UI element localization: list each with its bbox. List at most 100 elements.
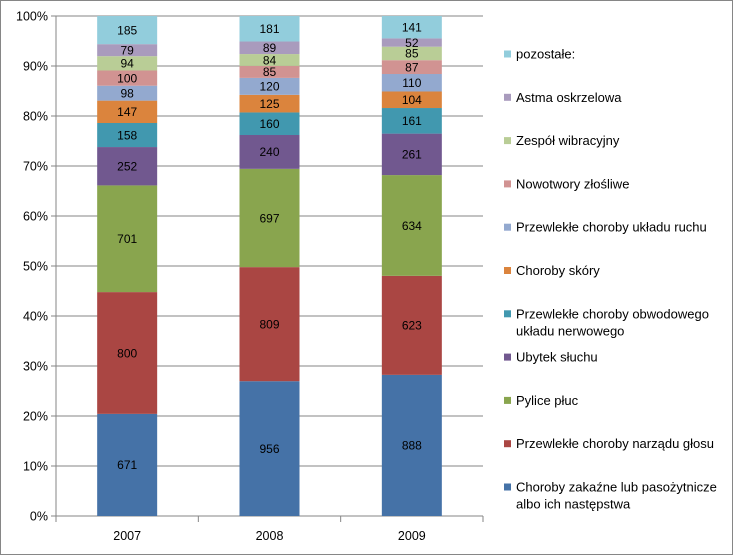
data-label: 161 (402, 114, 422, 128)
bar-segment (239, 41, 300, 55)
bar-segment (381, 91, 442, 109)
bar-segment (381, 16, 442, 39)
legend-label: Zespół wibracyjny (516, 133, 620, 148)
legend-swatch (504, 483, 511, 491)
bar-segment (97, 413, 158, 516)
y-tick-label: 90% (23, 60, 48, 74)
legend-label: Przewlekłe choroby narządu głosu (516, 436, 714, 451)
data-label: 100 (117, 71, 137, 85)
legend-label: Choroby skóry (516, 263, 600, 278)
y-tick-label: 0% (30, 510, 48, 524)
legend-label: Ubytek słuchu (516, 350, 598, 365)
y-tick-label: 60% (23, 210, 48, 224)
data-label: 185 (117, 23, 137, 37)
data-label: 110 (402, 76, 421, 90)
y-tick-label: 30% (23, 360, 48, 374)
bar-segment (97, 147, 158, 186)
legend-swatch (504, 353, 511, 361)
data-label: 634 (402, 219, 422, 233)
legend-swatch (504, 223, 511, 231)
bar-segment (97, 16, 158, 45)
data-label: 85 (263, 65, 277, 79)
legend-swatch (504, 180, 511, 188)
data-label: 147 (117, 105, 137, 119)
bar-segment (381, 108, 442, 134)
data-label: 89 (263, 41, 277, 55)
y-tick-label: 50% (23, 260, 48, 274)
bar-segment (381, 275, 442, 375)
data-label: 697 (259, 211, 279, 225)
bar-segment (97, 56, 158, 71)
data-label: 52 (405, 36, 419, 50)
bar-segment (239, 16, 300, 42)
bar-segment (239, 54, 300, 66)
bar-segment (97, 185, 158, 293)
bar-segment (381, 74, 442, 92)
y-tick-label: 70% (23, 160, 48, 174)
legend-label: układu nerwowego (516, 323, 624, 338)
data-label: 79 (120, 43, 134, 57)
data-label: 94 (120, 57, 134, 71)
legend-label: Astma oskrzelowa (516, 90, 622, 105)
bar-segment (97, 85, 158, 101)
data-label: 701 (117, 232, 137, 246)
bar-segment (239, 94, 300, 113)
data-label: 888 (402, 439, 422, 453)
data-label: 84 (263, 53, 277, 67)
data-label: 87 (405, 60, 419, 74)
y-tick-label: 20% (23, 410, 48, 424)
bar-segment (239, 65, 300, 78)
x-tick-label: 2007 (113, 529, 141, 543)
legend-swatch (504, 440, 511, 448)
legend-label: Przewlekłe choroby układu ruchu (516, 220, 707, 235)
bar-segment (239, 112, 300, 136)
data-label: 160 (259, 117, 279, 131)
data-label: 252 (117, 160, 137, 174)
data-label: 623 (402, 319, 422, 333)
bar-segment (381, 60, 442, 75)
y-tick-label: 80% (23, 110, 48, 124)
legend-label: pozostałe: (516, 47, 575, 62)
bar-segment (239, 381, 300, 516)
data-label: 800 (117, 346, 137, 360)
data-label: 181 (259, 22, 279, 36)
bar-segment (381, 133, 442, 176)
data-label: 809 (259, 317, 279, 331)
data-label: 956 (259, 442, 279, 456)
x-tick-label: 2008 (256, 529, 284, 543)
data-label: 85 (405, 47, 419, 61)
legend-swatch (504, 396, 511, 404)
bar-segment (97, 44, 158, 57)
data-label: 240 (259, 145, 279, 159)
data-label: 125 (259, 97, 279, 111)
bar-segment (239, 77, 300, 95)
legend-label: Nowotwory złośliwe (516, 176, 629, 191)
legend-label: Przewlekłe choroby obwodowego (516, 306, 709, 321)
bar-segment (381, 46, 442, 61)
y-tick-label: 40% (23, 310, 48, 324)
data-label: 261 (402, 148, 422, 162)
x-tick-label: 2009 (398, 529, 426, 543)
data-label: 98 (120, 86, 134, 100)
bar-segment (239, 135, 300, 169)
legend-swatch (504, 93, 511, 101)
data-label: 104 (402, 93, 422, 107)
bar-segment (97, 123, 158, 148)
legend-swatch (504, 310, 511, 318)
bar-segment (381, 175, 442, 276)
y-tick-label: 100% (16, 10, 48, 24)
legend-label: albo ich następstwa (516, 497, 631, 512)
legend-label: Choroby zakaźne lub pasożytnicze (516, 480, 717, 495)
legend-swatch (504, 50, 511, 58)
data-label: 671 (117, 458, 137, 472)
data-label: 141 (402, 21, 422, 35)
bar-segment (239, 267, 300, 382)
y-tick-label: 10% (23, 460, 48, 474)
bar-segment (97, 292, 158, 414)
data-label: 158 (117, 128, 137, 142)
data-label: 120 (259, 80, 279, 94)
legend-label: Pylice płuc (516, 393, 579, 408)
bar-segment (381, 374, 442, 516)
